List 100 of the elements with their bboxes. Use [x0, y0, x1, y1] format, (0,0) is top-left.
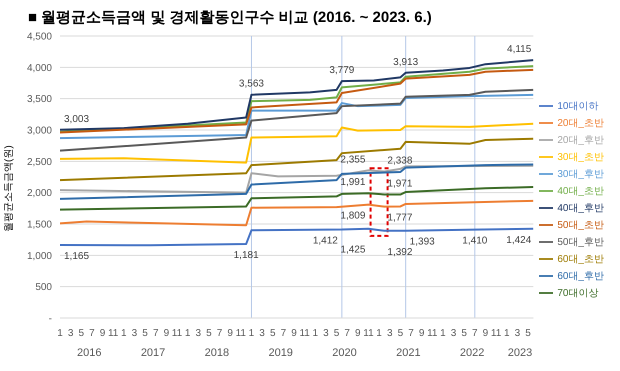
x-tick-label: 7 [280, 328, 287, 339]
x-tick-label: 3 [386, 328, 393, 339]
x-tick-label: 11 [490, 328, 502, 339]
x-tick-label: 3 [450, 328, 457, 339]
text: 2016 [77, 346, 102, 359]
legend-label: 70대이상 [557, 288, 598, 299]
x-tick-label: 11 [363, 328, 374, 339]
x-tick-label: 1 [248, 328, 255, 339]
x-tick-label: 1 [312, 328, 318, 339]
legend-label: 30대_후반 [557, 169, 604, 180]
text: 2022 [460, 346, 484, 359]
x-tick-label: 7 [408, 328, 414, 339]
y-tick-label: 1,000 [26, 250, 52, 262]
text: 2018 [204, 346, 230, 359]
legend-label: 30대_초반 [557, 152, 604, 163]
line-series [60, 228, 534, 246]
y-tick-label: - [48, 314, 52, 325]
text: 2023 [508, 346, 532, 359]
x-tick-label: 11 [299, 328, 310, 339]
data-label: 1,393 [410, 236, 436, 248]
data-label: 3,003 [64, 114, 90, 125]
x-tick-label: 1 [504, 328, 510, 339]
x-tick-label: 1 [121, 328, 128, 339]
line-series [60, 94, 534, 140]
y-tick-label: 4,000 [26, 62, 52, 74]
y-tick-label: 500 [35, 282, 52, 294]
x-tick-label: 5 [461, 328, 468, 339]
line-series [60, 186, 534, 211]
line-series [60, 163, 534, 200]
legend-label: 40대_초반 [557, 186, 604, 197]
x-tick-label: 3 [195, 328, 202, 339]
x-tick-label: 7 [344, 328, 350, 339]
line-series [60, 164, 534, 194]
data-label: 1,809 [340, 210, 366, 222]
data-label: 1,392 [387, 246, 413, 258]
y-tick-label: 1,500 [26, 220, 52, 231]
data-label: 1,165 [64, 250, 90, 262]
legend-label: 50대_초반 [557, 220, 604, 231]
line-series [60, 200, 534, 226]
line-series [60, 122, 534, 164]
y-tick-label: 2,500 [26, 156, 52, 168]
x-tick-label: 1 [376, 328, 382, 339]
y-tick-label: 2,000 [26, 188, 52, 200]
x-tick-label: 3 [68, 328, 74, 339]
x-tick-label: 3 [323, 328, 330, 339]
chart-title: ■ 월평균소득금액 및 경제활동인구수 비교 (2016. ~ 2023. 6.) [28, 8, 432, 27]
data-label: 4,115 [507, 44, 532, 56]
x-tick-label: 9 [291, 328, 298, 339]
x-tick-label: 5 [78, 328, 84, 339]
x-tick-label: 3 [259, 328, 266, 339]
x-tick-label: 5 [334, 328, 340, 339]
data-label: 1,424 [506, 234, 532, 246]
x-tick-label: 3 [132, 328, 138, 339]
data-label: 1,971 [387, 178, 413, 190]
x-tick-label: 9 [418, 328, 425, 339]
x-tick-label: 11 [108, 328, 119, 339]
x-tick-label: 3 [514, 328, 521, 339]
x-tick-label: 5 [206, 328, 212, 339]
x-tick-label: 1 [57, 328, 64, 339]
x-tick-label: 5 [270, 328, 276, 339]
data-label: 1,181 [234, 250, 260, 261]
x-tick-label: 9 [164, 328, 170, 339]
data-label: 3,563 [238, 78, 264, 90]
text: 2021 [396, 346, 421, 359]
legend-label: 10대이하 [557, 101, 598, 112]
data-label: 3,779 [329, 65, 355, 76]
x-tick-label: 9 [227, 328, 234, 339]
x-tick-label: 7 [472, 328, 478, 339]
x-tick-label: 5 [398, 328, 404, 339]
legend-label: 20대_후반 [557, 135, 604, 146]
x-tick-label: 9 [482, 328, 489, 339]
legend-label: 20대_초반 [557, 118, 604, 129]
x-tick-label: 5 [142, 328, 148, 339]
data-label: 1,425 [340, 244, 366, 256]
data-label: 1,412 [312, 236, 338, 247]
data-label: 3,913 [393, 56, 419, 68]
x-tick-label: 11 [172, 328, 183, 339]
x-tick-label: 7 [89, 328, 96, 339]
line-series [60, 88, 534, 152]
data-label: 1,991 [340, 177, 366, 188]
legend-label: 50대_후반 [557, 237, 604, 248]
x-tick-label: 1 [184, 328, 191, 339]
data-label: 1,410 [462, 236, 488, 247]
y-tick-label: 3,000 [26, 126, 52, 137]
legend-label: 60대_후반 [557, 271, 604, 282]
text: 2020 [332, 346, 357, 359]
y-tick-label: 4,500 [26, 32, 52, 43]
x-tick-label: 9 [100, 328, 106, 339]
x-tick-label: 7 [152, 328, 159, 339]
data-label: 1,777 [387, 212, 413, 224]
x-tick-label: 11 [427, 328, 438, 339]
data-label: 2,338 [387, 155, 413, 166]
text: 2019 [268, 346, 293, 359]
x-tick-label: 1 [440, 328, 446, 339]
y-tick-label: 3,500 [26, 94, 52, 106]
text: 2017 [140, 346, 166, 359]
y-axis-title: 월평균소득금액(원) [4, 145, 15, 232]
data-label: 2,355 [340, 154, 366, 166]
legend-label: 60대_초반 [557, 254, 604, 265]
x-tick-label: 11 [236, 328, 246, 339]
